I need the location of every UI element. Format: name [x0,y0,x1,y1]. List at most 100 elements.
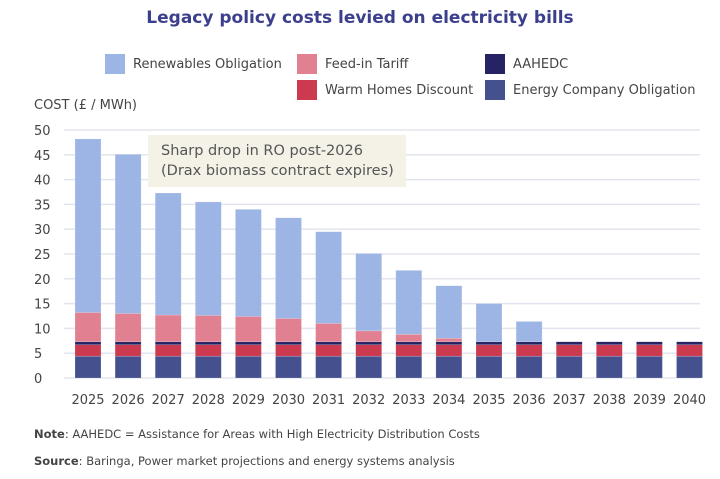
y-tick-label: 30 [34,223,51,238]
y-tick-label: 40 [34,174,51,189]
bar-segment-feed-in-tariff [275,318,302,343]
bar-segment-aahedc [395,341,423,346]
bar-segment-energy-company-obligation [315,355,342,379]
bar-segment-warm-homes-discount [596,344,623,357]
bar-segment-energy-company-obligation [114,355,142,379]
bar-segment-warm-homes-discount [154,344,182,357]
bar-segment-energy-company-obligation [154,355,182,379]
bar-segment-aahedc [475,341,503,346]
y-tick-label: 15 [34,298,51,313]
bar-segment-feed-in-tariff [315,323,342,343]
legend-label: Warm Homes Discount [325,82,474,98]
bar-segment-warm-homes-discount [515,344,543,357]
bar-segment-feed-in-tariff [114,313,142,343]
bar-segment-renewables-obligation [154,192,182,316]
bar-segment-warm-homes-discount [355,344,382,357]
bar-segment-warm-homes-discount [275,344,302,357]
y-tick-label: 20 [34,273,51,288]
note-label: Note [34,427,65,441]
source-text: : Baringa, Power market projections and … [78,454,455,468]
x-tick-label: 2038 [593,393,626,408]
legend-label: Feed-in Tariff [325,56,409,72]
bar-segment-aahedc [515,341,543,346]
annotation-line: (Drax biomass contract expires) [161,163,394,179]
bar-segment-warm-homes-discount [235,344,262,357]
bar-segment-energy-company-obligation [74,355,102,379]
legend-label: Energy Company Obligation [513,82,696,98]
legend-feed-in-tariff: Feed-in Tariff [297,54,408,74]
bar-segment-feed-in-tariff [154,314,182,343]
bar-segment-aahedc [636,341,663,346]
legend-label: AAHEDC [513,56,569,72]
bar-segment-energy-company-obligation [435,355,463,379]
x-tick-label: 2031 [312,393,345,408]
bar-segment-aahedc [555,341,583,346]
bar-segment-renewables-obligation [515,321,543,343]
legend-energy-company-obligation: Energy Company Obligation [485,80,695,100]
x-tick-label: 2025 [71,393,104,408]
x-tick-label: 2027 [152,393,185,408]
source: Source: Baringa, Power market projection… [34,454,455,468]
bar-segment-renewables-obligation [74,138,102,313]
bar-segment-warm-homes-discount [676,344,703,357]
y-axis-label: COST (£ / MWh) [34,98,138,113]
bar-segment-aahedc [315,341,342,346]
bar-segment-aahedc [275,341,302,346]
x-tick-label: 2026 [112,393,145,408]
bar-segment-warm-homes-discount [395,344,423,357]
bar-segment-energy-company-obligation [275,355,302,379]
bar-segment-warm-homes-discount [74,344,102,357]
x-tick-label: 2030 [272,393,305,408]
chart-title: Legacy policy costs levied on electricit… [146,8,574,28]
bar-segment-renewables-obligation [435,285,463,339]
bar-segment-aahedc [154,341,182,346]
x-tick-label: 2033 [392,393,425,408]
bar-segment-feed-in-tariff [395,334,423,343]
bar-segment-warm-homes-discount [636,344,663,357]
bar-segment-renewables-obligation [235,209,262,317]
y-tick-label: 50 [34,124,51,139]
source-label: Source [34,454,79,468]
bar-segment-energy-company-obligation [676,355,703,379]
bar-segment-warm-homes-discount [195,344,222,357]
bar-segment-aahedc [114,341,142,346]
bar-segment-energy-company-obligation [475,355,503,379]
note: Note: AAHEDC = Assistance for Areas with… [34,427,480,441]
bar-segment-energy-company-obligation [235,355,262,379]
legend-warm-homes-discount: Warm Homes Discount [297,80,473,100]
x-tick-label: 2039 [633,393,666,408]
x-tick-label: 2032 [352,393,385,408]
bar-segment-aahedc [596,341,623,346]
note-text: : AAHEDC = Assistance for Areas with Hig… [64,427,480,441]
annotation-line: Sharp drop in RO post-2026 [161,143,363,159]
bar-segment-renewables-obligation [114,154,142,314]
bar-segment-aahedc [195,341,222,346]
bar-segment-energy-company-obligation [596,355,623,379]
legend-renewables-obligation: Renewables Obligation [105,54,282,74]
bar-segment-renewables-obligation [355,253,382,332]
bar-segment-renewables-obligation [275,217,302,319]
x-tick-label: 2036 [513,393,546,408]
bar-segment-warm-homes-discount [315,344,342,357]
x-tick-label: 2028 [192,393,225,408]
bar-segment-energy-company-obligation [515,355,543,379]
y-tick-label: 10 [34,322,51,337]
bar-segment-renewables-obligation [475,303,503,343]
bar-segment-energy-company-obligation [395,355,423,379]
y-tick-label: 35 [34,198,51,213]
bar-segment-feed-in-tariff [435,338,463,343]
bar-segment-warm-homes-discount [114,344,142,357]
bar-segment-aahedc [235,341,262,346]
annotation-box: Sharp drop in RO post-2026 (Drax biomass … [148,135,406,187]
bar-segment-feed-in-tariff [355,330,382,343]
bar-segment-warm-homes-discount [555,344,583,357]
bar-segment-feed-in-tariff [235,316,262,343]
bar-segment-aahedc [435,341,463,346]
y-tick-label: 5 [34,347,42,362]
legend-aahedc: AAHEDC [485,54,568,74]
y-tick-label: 45 [34,149,51,164]
bar-segment-aahedc [355,341,382,346]
x-tick-label: 2029 [232,393,265,408]
bar-segment-energy-company-obligation [195,355,222,379]
